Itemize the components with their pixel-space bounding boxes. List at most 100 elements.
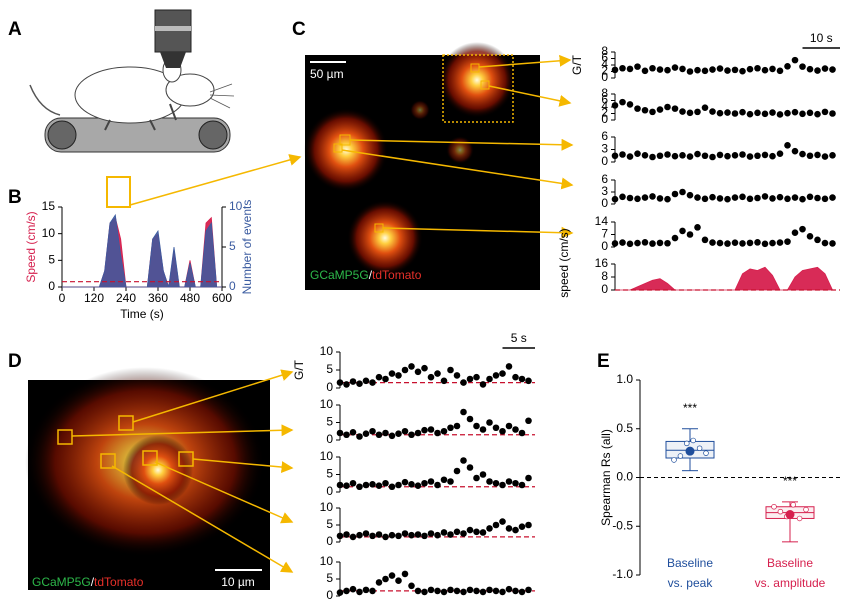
data-point: [649, 193, 656, 200]
tick-label: 5: [326, 517, 333, 531]
tail: [30, 85, 60, 115]
data-point: [619, 194, 626, 201]
data-point: [415, 531, 422, 538]
data-point: [754, 195, 761, 202]
data-point: [649, 240, 656, 247]
data-point: [784, 142, 791, 149]
data-point: [480, 529, 487, 536]
stain-green: GCaMP5G: [310, 268, 369, 282]
area: [62, 215, 222, 287]
data-point: [363, 482, 370, 489]
page: A B C D E 50 µm GCaMP5G/tdTomato: [0, 0, 846, 601]
data-point: [769, 153, 776, 160]
cell-glow: [446, 136, 474, 164]
data-point: [612, 67, 619, 74]
data-point: [657, 240, 664, 247]
data-point: [702, 237, 709, 244]
axis-label: Number of events: [240, 200, 254, 295]
data-point: [747, 66, 754, 73]
data-point: [389, 370, 396, 377]
tick-label: 240: [116, 291, 136, 305]
data-point: [829, 66, 836, 73]
data-point: [519, 376, 526, 383]
data-point: [769, 66, 776, 73]
data-point: [702, 68, 709, 75]
data-point: [428, 374, 435, 381]
data-point: [460, 530, 467, 537]
data-point: [822, 65, 829, 72]
data-point: [467, 587, 474, 594]
data-point: [807, 66, 814, 73]
tick-label: 600: [212, 291, 232, 305]
data-point: [739, 68, 746, 75]
data-point: [512, 527, 519, 534]
data-point: [807, 110, 814, 117]
data-point: [792, 57, 799, 64]
data-point: [687, 153, 694, 160]
data-point: [679, 152, 686, 159]
data-point: [642, 107, 649, 114]
data-point: [769, 109, 776, 116]
data-point: [343, 482, 350, 489]
data-point: [369, 588, 376, 595]
data-point: [506, 423, 513, 430]
data-point: [506, 478, 513, 485]
data-point: [460, 589, 467, 596]
tick-label: 0.5: [616, 421, 633, 435]
data-point: [512, 588, 519, 595]
data-point: [754, 110, 761, 117]
data-point: [402, 571, 409, 578]
data-point: [512, 426, 519, 433]
data-point: [769, 240, 776, 247]
data-point: [732, 152, 739, 159]
data-point: [807, 152, 814, 159]
tick-label: 480: [180, 291, 200, 305]
data-point: [732, 194, 739, 201]
cell-glow: [439, 42, 515, 118]
data-point: [421, 365, 428, 372]
data-point: [499, 370, 506, 377]
data-point: [634, 63, 641, 70]
data-point: [619, 99, 626, 106]
objective-band: [155, 26, 191, 31]
data-point: [434, 430, 441, 437]
tick-label: 15: [42, 199, 56, 213]
arrow: [130, 157, 300, 205]
data-point: [709, 108, 716, 115]
data-point: [634, 105, 641, 112]
data-point: [454, 423, 461, 430]
data-point: [777, 194, 784, 201]
data-point: [792, 229, 799, 236]
tick-label: 10: [320, 449, 334, 463]
data-point: [343, 431, 350, 438]
data-point: [672, 64, 679, 71]
data-point: [769, 195, 776, 202]
mean: [786, 510, 795, 519]
panel-letter: E: [597, 351, 610, 372]
tick-label: -0.5: [612, 518, 633, 532]
tick-label: 3: [601, 184, 608, 198]
category-label: Baseline: [767, 556, 813, 570]
data-point: [672, 191, 679, 198]
data-point: [717, 65, 724, 72]
data-point: [460, 409, 467, 416]
data-point: [415, 588, 422, 595]
data-point: [754, 239, 761, 246]
tick-label: 8: [601, 44, 608, 58]
image-d: 10 µm GCaMP5G/tdTomato: [25, 367, 270, 590]
data-point: [619, 239, 626, 246]
tick-label: 5: [326, 571, 333, 585]
point: [797, 516, 802, 521]
data-point: [724, 109, 731, 116]
data-point: [369, 428, 376, 435]
data-point: [687, 192, 694, 199]
data-point: [627, 195, 634, 202]
data-point: [519, 523, 526, 530]
scale-label: 10 µm: [221, 575, 255, 589]
data-point: [408, 431, 415, 438]
data-point: [434, 482, 441, 489]
data-point: [480, 426, 487, 433]
data-point: [754, 65, 761, 72]
tick-label: 0: [326, 588, 333, 601]
data-point: [619, 65, 626, 72]
